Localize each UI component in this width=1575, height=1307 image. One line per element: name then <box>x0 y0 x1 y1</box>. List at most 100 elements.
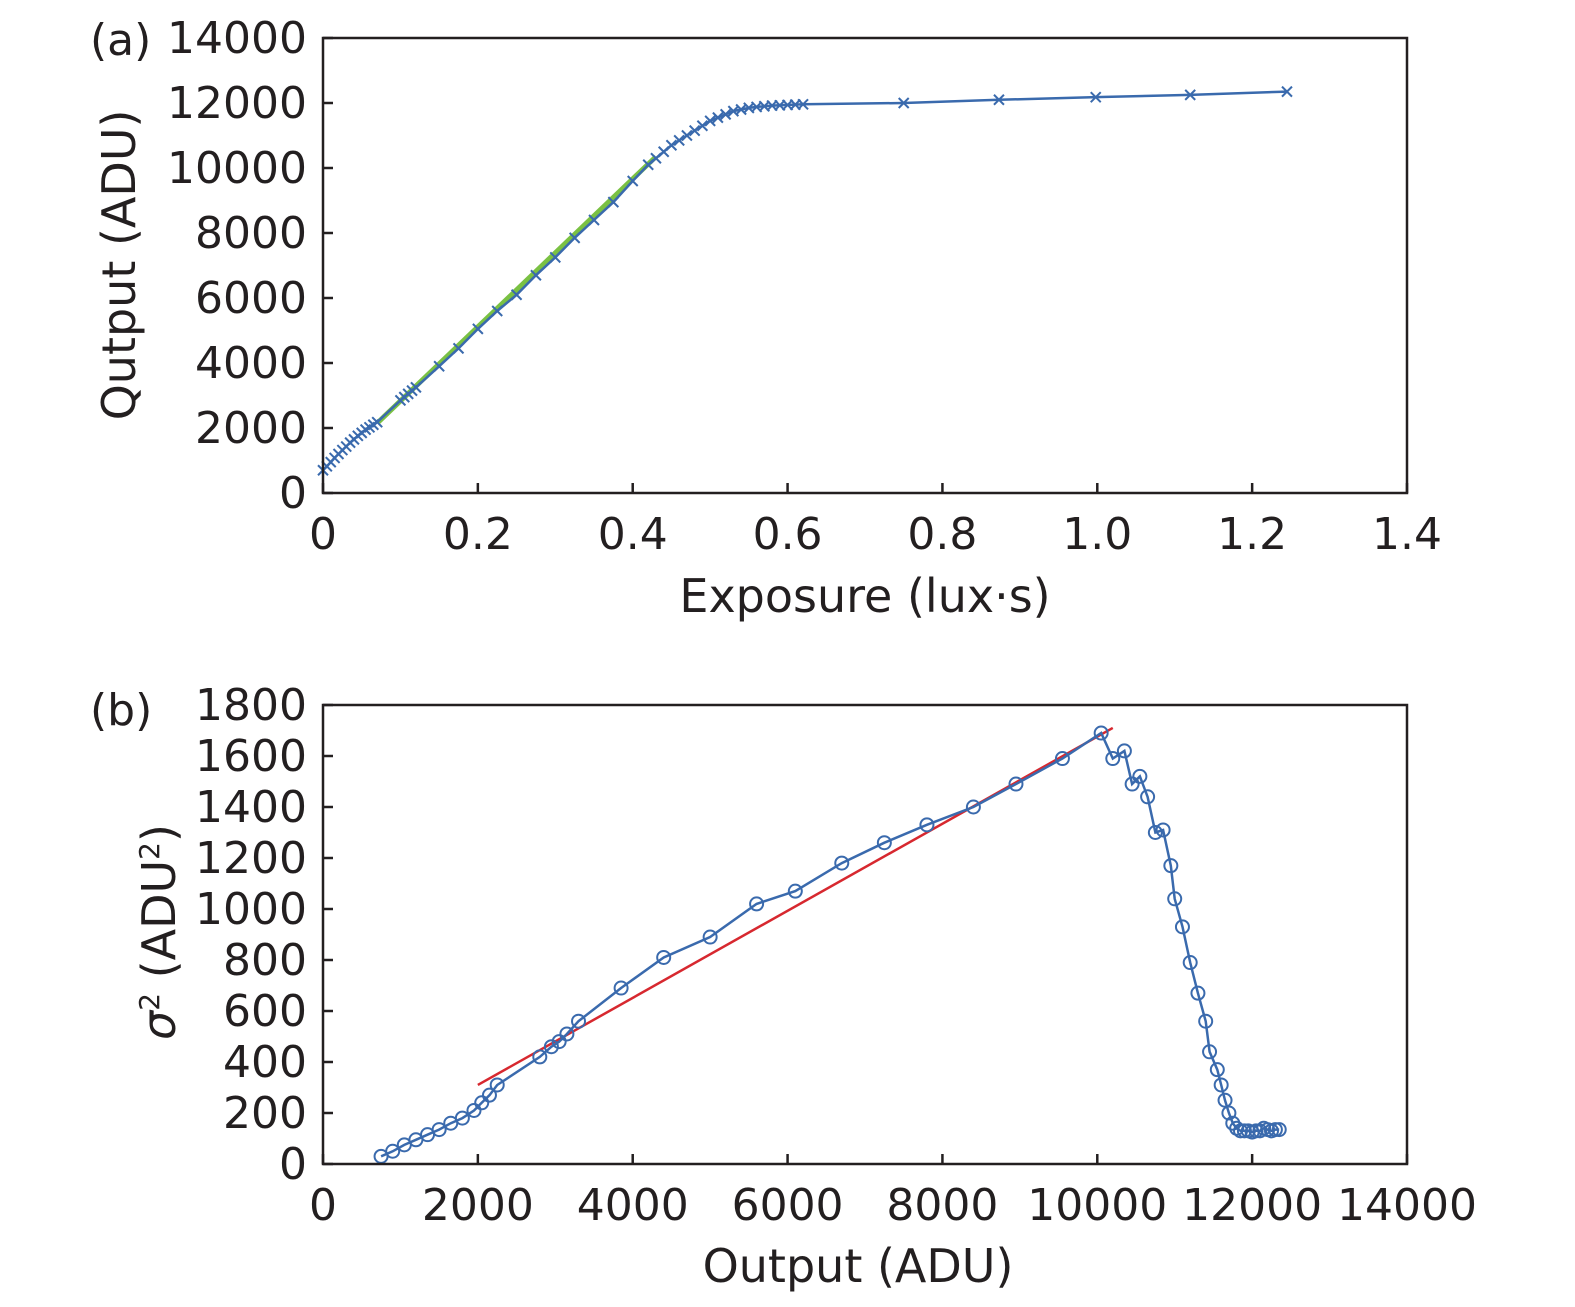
data-point <box>787 883 803 899</box>
panel-a-tag: (a) <box>90 15 151 66</box>
data-point <box>489 1077 505 1093</box>
y-tick-label: 1400 <box>195 782 307 833</box>
panel-b-y-axis-close: ) <box>132 824 186 842</box>
data-point-stroke <box>704 115 716 127</box>
data-point <box>1184 89 1196 101</box>
y-tick-label: 200 <box>223 1088 307 1139</box>
panel-b-y-axis-unit-sup: 2 <box>133 842 166 860</box>
data-point <box>1105 751 1121 767</box>
panel-b-tag: (b) <box>90 685 152 736</box>
data-point-stroke <box>688 124 701 137</box>
data-point <box>965 799 981 815</box>
data-point-stroke <box>433 360 445 372</box>
x-tick-label: 14000 <box>1337 1180 1477 1231</box>
data-point <box>1140 789 1156 805</box>
data-point <box>385 1143 401 1159</box>
x-tick-label: 1.2 <box>1217 509 1287 560</box>
x-tick-label: 6000 <box>732 1180 844 1231</box>
data-point <box>797 98 809 111</box>
panel-b-x-axis-title: Output (ADU) <box>703 1239 1014 1293</box>
data-point-stroke <box>719 108 732 121</box>
data-point <box>834 855 850 871</box>
data-point <box>656 949 672 965</box>
y-tick-label: 14000 <box>167 13 307 64</box>
data-point <box>1124 776 1140 792</box>
x-tick-label: 0 <box>309 1180 337 1231</box>
data-point <box>474 1095 490 1111</box>
data-point <box>410 381 422 394</box>
panel-b-y-axis-unit: (ADU <box>132 860 186 993</box>
x-tick-label: 1.0 <box>1062 509 1132 560</box>
data-point <box>1202 1044 1218 1060</box>
y-tick-label: 400 <box>223 1037 307 1088</box>
data-point-stroke <box>665 139 678 151</box>
data-point <box>571 1013 587 1029</box>
data-point <box>719 108 732 121</box>
y-tick-label: 1600 <box>195 731 307 782</box>
data-point-stroke <box>549 251 561 264</box>
x-tick-label: 10000 <box>1027 1180 1167 1231</box>
data-point <box>613 980 629 996</box>
data-point <box>749 896 765 912</box>
y-tick-label: 10000 <box>167 143 307 194</box>
y-tick-label: 4000 <box>195 338 307 389</box>
data-point <box>1155 822 1171 838</box>
data-point-stroke <box>627 175 639 187</box>
panel-a-ticks: 0 0.2 0.4 0.6 0.8 1.0 1.2 1.4 0 2000 4000 6000 8000 1… <box>167 13 1442 560</box>
data-point <box>1213 1077 1229 1093</box>
data-point <box>1221 1105 1237 1121</box>
data-point-stroke <box>588 214 600 226</box>
panel-a-x-axis-title: Exposure (lux·s) <box>679 569 1050 623</box>
data-point <box>673 134 685 147</box>
data-point <box>919 817 935 833</box>
data-point-stroke <box>452 342 465 355</box>
data-point-stroke <box>1281 85 1293 98</box>
data-point-stroke <box>673 134 685 147</box>
data-point <box>627 175 639 187</box>
data-point-stroke <box>727 105 740 117</box>
x-tick-label: 0.8 <box>907 509 977 560</box>
data-point <box>1008 776 1024 792</box>
x-tick-label: 4000 <box>577 1180 689 1231</box>
data-point <box>433 360 445 372</box>
panel-b-plot-frame <box>321 703 1409 1166</box>
data-point <box>1093 725 1109 741</box>
y-tick-label: 800 <box>223 935 307 986</box>
data-point <box>491 305 503 317</box>
x-tick-label: 0.2 <box>443 509 513 560</box>
y-tick-label: 12000 <box>167 78 307 129</box>
panel-b-y-axis-title: σ2 (ADU2) <box>132 824 186 1040</box>
data-point <box>704 115 716 127</box>
data-point-stroke <box>797 98 809 111</box>
data-point <box>559 1026 575 1042</box>
x-tick-label: 1.4 <box>1372 509 1442 560</box>
panel-a-data-series <box>317 85 1293 476</box>
y-tick-label: 8000 <box>195 208 307 259</box>
data-point-stroke <box>607 196 620 208</box>
data-point <box>1147 825 1163 840</box>
data-point <box>481 1087 497 1103</box>
panel-a-y-axis-title: Qutput (ADU) <box>92 110 146 421</box>
data-point-stroke <box>1090 91 1102 103</box>
panel-a: (a) 0 0.2 0.4 0.6 0.8 1.0 1.2 1.4 0 2000 4000 6000 8… <box>90 13 1442 623</box>
data-point <box>607 196 620 208</box>
data-point <box>702 929 718 945</box>
data-point <box>1167 891 1183 907</box>
data-point-stroke <box>743 102 755 114</box>
data-point <box>1281 85 1293 98</box>
data-point <box>993 94 1005 106</box>
data-point <box>876 835 892 851</box>
data-point <box>454 1110 470 1126</box>
data-point-stroke <box>735 103 747 116</box>
data-point <box>472 323 484 335</box>
data-point <box>549 251 561 264</box>
data-point-stroke <box>472 323 484 335</box>
data-point <box>530 269 542 281</box>
panel-b-ticks: 0 2000 4000 6000 8000 10000 12000 14000 02004006… <box>195 680 1477 1231</box>
series-line <box>322 90 1288 472</box>
series-line <box>380 731 1280 1158</box>
data-point-stroke <box>1184 89 1196 101</box>
data-point <box>1271 1122 1287 1138</box>
data-point <box>1267 1122 1283 1138</box>
